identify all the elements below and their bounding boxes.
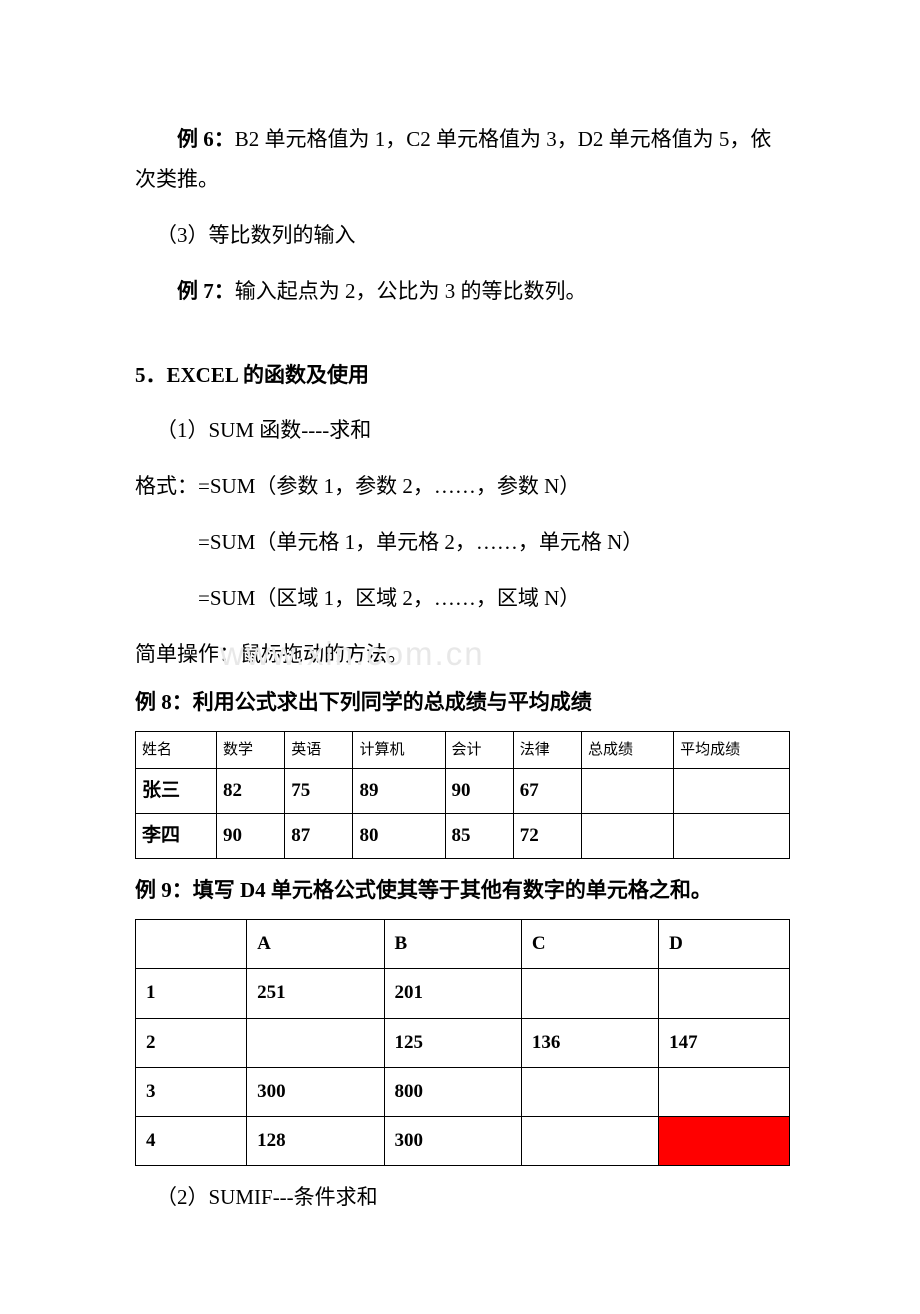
table-row: 张三 82 75 89 90 67 bbox=[136, 769, 790, 814]
cell: 67 bbox=[513, 769, 581, 814]
cell: 300 bbox=[247, 1067, 384, 1116]
cell: 89 bbox=[353, 769, 445, 814]
th-accounting: 会计 bbox=[445, 731, 513, 769]
format-line-1: 格式：=SUM（参数 1，参数 2，……，参数 N） bbox=[135, 467, 790, 507]
simple-operation: 简单操作：鼠标拖动的方法。 bbox=[135, 635, 790, 675]
cell: 136 bbox=[521, 1018, 658, 1067]
cell-d4-highlight bbox=[659, 1116, 790, 1165]
th-d: D bbox=[659, 920, 790, 969]
format-line-2: =SUM（单元格 1，单元格 2，……，单元格 N） bbox=[135, 523, 790, 563]
cell: 125 bbox=[384, 1018, 521, 1067]
cell: 82 bbox=[216, 769, 284, 814]
th-total: 总成绩 bbox=[582, 731, 674, 769]
cell bbox=[659, 1067, 790, 1116]
th-math: 数学 bbox=[216, 731, 284, 769]
cell: 2 bbox=[136, 1018, 247, 1067]
table-row: 李四 90 87 80 85 72 bbox=[136, 814, 790, 859]
format-line-3: =SUM（区域 1，区域 2，……，区域 N） bbox=[135, 579, 790, 619]
th-average: 平均成绩 bbox=[674, 731, 790, 769]
cell bbox=[247, 1018, 384, 1067]
cell: 800 bbox=[384, 1067, 521, 1116]
cell: 72 bbox=[513, 814, 581, 859]
table-row: 4 128 300 bbox=[136, 1116, 790, 1165]
section-5-heading: 5．EXCEL 的函数及使用 bbox=[135, 356, 790, 396]
cell: 3 bbox=[136, 1067, 247, 1116]
cell: 75 bbox=[285, 769, 353, 814]
subsection-1-sum: （1）SUM 函数----求和 bbox=[135, 411, 790, 451]
cell: 85 bbox=[445, 814, 513, 859]
table-scores: 姓名 数学 英语 计算机 会计 法律 总成绩 平均成绩 张三 82 75 89 … bbox=[135, 731, 790, 860]
th-name: 姓名 bbox=[136, 731, 217, 769]
table-scores-header: 姓名 数学 英语 计算机 会计 法律 总成绩 平均成绩 bbox=[136, 731, 790, 769]
table-row: 1 251 201 bbox=[136, 969, 790, 1018]
cell bbox=[674, 814, 790, 859]
example-6: 例 6：B2 单元格值为 1，C2 单元格值为 3，D2 单元格值为 5，依次类… bbox=[135, 120, 790, 200]
th-law: 法律 bbox=[513, 731, 581, 769]
cell: 251 bbox=[247, 969, 384, 1018]
cell bbox=[582, 814, 674, 859]
cell: 80 bbox=[353, 814, 445, 859]
th-b: B bbox=[384, 920, 521, 969]
cell: 4 bbox=[136, 1116, 247, 1165]
cell: 1 bbox=[136, 969, 247, 1018]
subsection-2-sumif: （2）SUMIF---条件求和 bbox=[135, 1178, 790, 1218]
subsection-3: （3）等比数列的输入 bbox=[135, 216, 790, 256]
example-7-text: 输入起点为 2，公比为 3 的等比数列。 bbox=[235, 279, 587, 303]
example-9-heading: 例 9：填写 D4 单元格公式使其等于其他有数字的单元格之和。 bbox=[135, 871, 790, 911]
th-english: 英语 bbox=[285, 731, 353, 769]
table-cells: A B C D 1 251 201 2 125 136 147 3 300 80… bbox=[135, 919, 790, 1165]
example-7: 例 7：输入起点为 2，公比为 3 的等比数列。 bbox=[135, 272, 790, 312]
cell: 李四 bbox=[136, 814, 217, 859]
cell: 90 bbox=[445, 769, 513, 814]
th-blank bbox=[136, 920, 247, 969]
example-8-heading: 例 8：利用公式求出下列同学的总成绩与平均成绩 bbox=[135, 683, 790, 723]
cell: 87 bbox=[285, 814, 353, 859]
cell: 张三 bbox=[136, 769, 217, 814]
th-a: A bbox=[247, 920, 384, 969]
example-6-label: 例 6： bbox=[177, 127, 235, 151]
cell bbox=[521, 969, 658, 1018]
cell bbox=[521, 1067, 658, 1116]
cell: 300 bbox=[384, 1116, 521, 1165]
table-row: 2 125 136 147 bbox=[136, 1018, 790, 1067]
cell bbox=[521, 1116, 658, 1165]
cell: 147 bbox=[659, 1018, 790, 1067]
example-7-label: 例 7： bbox=[177, 279, 235, 303]
cell: 128 bbox=[247, 1116, 384, 1165]
cell: 90 bbox=[216, 814, 284, 859]
cell: 201 bbox=[384, 969, 521, 1018]
th-c: C bbox=[521, 920, 658, 969]
cell bbox=[659, 969, 790, 1018]
cell bbox=[582, 769, 674, 814]
cell bbox=[674, 769, 790, 814]
table-cells-header: A B C D bbox=[136, 920, 790, 969]
table-row: 3 300 800 bbox=[136, 1067, 790, 1116]
th-computer: 计算机 bbox=[353, 731, 445, 769]
